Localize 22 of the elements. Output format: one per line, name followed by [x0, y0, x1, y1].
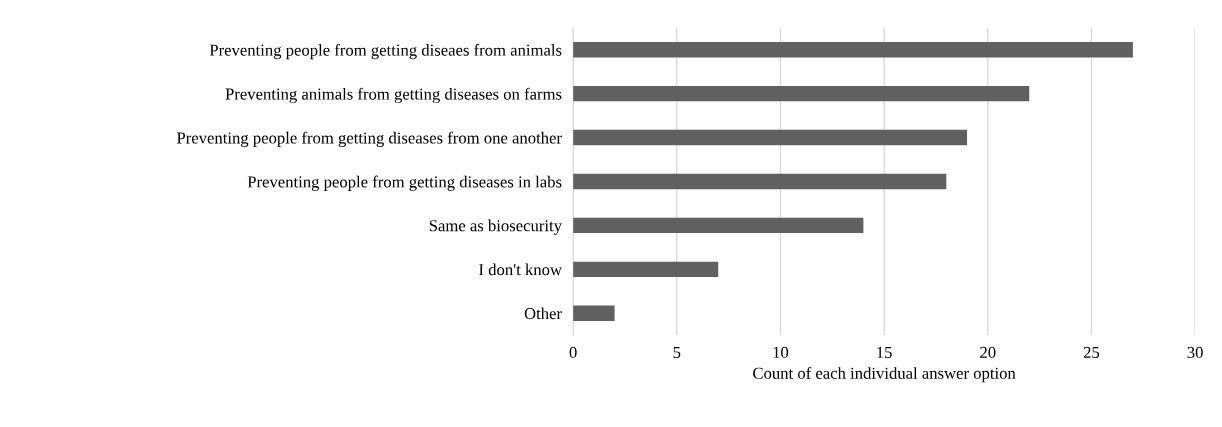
bar — [573, 129, 968, 146]
x-tick-label: 5 — [673, 346, 681, 359]
x-tick-label: 20 — [980, 346, 996, 359]
bar — [573, 85, 1030, 102]
x-tick-label: 30 — [1187, 346, 1203, 359]
y-tick-label: Other — [524, 307, 562, 320]
bar — [573, 305, 615, 321]
x-tick-label: 0 — [569, 346, 577, 359]
bar — [573, 217, 864, 234]
x-tick-label: 10 — [773, 346, 789, 359]
y-tick-label: Same as biosecurity — [429, 219, 562, 235]
bar — [573, 261, 719, 277]
y-tick-label: I don't know — [479, 263, 562, 276]
x-tick-label: 15 — [877, 346, 892, 359]
y-tick-label: Preventing animals from getting diseases on farms — [225, 87, 562, 104]
bar — [573, 42, 1133, 58]
y-tick-label: Preventing people from getting diseases in labs — [247, 175, 562, 191]
y-tick-label: Preventing people from getting diseaes from animals — [209, 43, 562, 60]
x-tick-label: 25 — [1083, 346, 1100, 359]
bar — [573, 173, 947, 190]
y-tick-label: Preventing people from getting diseases from one another — [176, 131, 562, 148]
x-axis-title: Count of each individual answer option — [753, 366, 1016, 383]
